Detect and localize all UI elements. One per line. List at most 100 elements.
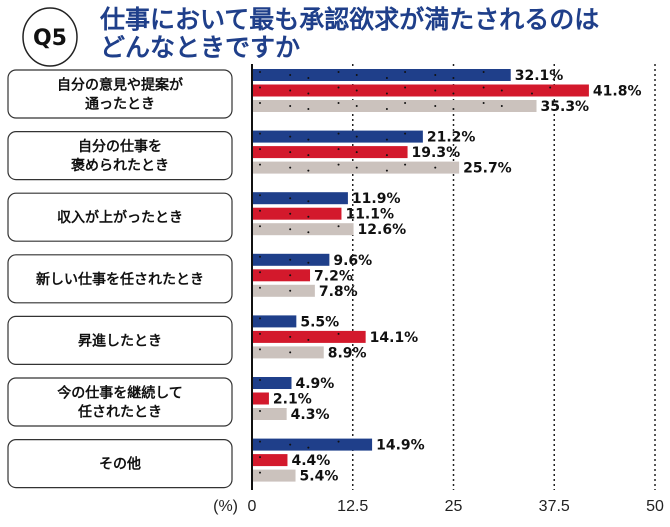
value-label: 7.8% [319,284,358,300]
bar [252,454,288,467]
category-label: 新しい仕事を任されたとき [7,254,233,304]
bar-texture-dot [337,132,340,135]
bar-texture-dot [549,86,552,89]
category-text: 褒められたとき [70,157,169,174]
bar [252,392,269,405]
x-axis-unit: (%) [213,498,238,515]
bar-texture-dot [259,456,261,459]
category-text: 任されたとき [77,404,162,421]
bar-texture-dot [259,163,261,166]
value-label: 41.8% [593,84,642,100]
value-label: 11.1% [345,207,394,223]
value-label: 4.3% [291,407,330,423]
value-label: 11.9% [352,191,401,207]
bar-texture-dot [482,102,485,104]
bar-texture-dot [259,332,261,335]
bar-texture-dot [289,89,292,92]
bar-texture-dot [434,166,437,169]
value-label: 12.6% [358,222,407,238]
bar-texture-dot [452,108,455,110]
category-text: 自分の仕事を [78,138,162,155]
bar-texture-dot [307,261,310,264]
bar-texture-dot [307,446,310,449]
category-box [7,439,233,489]
bar-texture-dot [385,108,388,110]
bar [252,377,292,389]
category-label: 収入が上がったとき [7,192,233,242]
bar-texture-dot [259,148,261,151]
bar-texture-dot [259,132,261,135]
bar-texture-dot [500,89,503,92]
bar-texture-dot [307,231,310,234]
bar-texture-dot [307,215,310,218]
bar-texture-dot [434,105,437,107]
value-label: 2.1% [273,392,312,408]
bar-texture-dot [289,289,292,292]
value-label: 19.3% [412,145,461,161]
bar [252,192,348,205]
bar-texture-dot [385,154,388,157]
bar-texture-dot [355,105,358,107]
bar-texture-dot [404,102,407,104]
bar-texture-dot [337,71,340,73]
category-text: 今の仕事を継続して [56,385,183,402]
bar-texture-dot [259,379,261,381]
bar-texture-dot [337,102,340,104]
bar-texture-dot [355,89,358,92]
category-box [7,377,233,427]
bar [252,408,287,420]
q5-badge: Q5 [22,7,78,67]
bar-texture-dot [307,169,310,172]
x-tick-label: 0 [248,498,257,515]
bar-texture-dot [482,71,485,73]
bar [252,207,342,220]
bar-texture-dot [482,86,485,89]
bar-texture-dot [307,200,310,203]
category-text: 通ったとき [85,97,155,113]
bar-texture-dot [289,74,292,76]
bar-texture-dot [307,108,310,110]
bar-texture-dot [404,163,407,166]
bar-texture-dot [452,92,455,95]
bar [252,69,511,81]
bar-texture-dot [259,225,261,228]
bar-texture-dot [434,89,437,92]
bar [252,84,589,97]
bar-texture-dot [307,154,310,157]
bar-texture-dot [385,77,388,79]
x-tick-label: 37.5 [539,498,570,515]
value-label: 14.1% [370,330,419,346]
value-label: 21.2% [427,130,476,146]
bar [252,146,408,159]
bar [252,223,354,236]
title-line-2: どんなときですか [100,33,300,62]
bar-texture-dot [385,92,388,95]
category-box [7,254,233,304]
value-label: 32.1% [515,68,564,84]
bar-texture-dot [259,209,261,212]
bar-texture-dot [259,317,261,320]
bar-texture-dot [289,166,292,169]
bar [252,346,324,359]
bar-texture-dot [404,132,407,135]
bar-texture-dot [530,92,533,95]
value-label: 5.5% [300,314,339,330]
bar [252,284,315,297]
bar-texture-dot [289,228,292,231]
bar-texture-dot [289,151,292,154]
value-label: 4.4% [291,453,330,469]
bar-texture-dot [289,212,292,215]
bar-texture-dot [259,410,261,412]
value-label: 35.3% [541,99,590,115]
bar-texture-dot [289,135,292,138]
bar-texture-dot [307,92,310,95]
bar [252,100,537,112]
x-tick-label: 12.5 [337,498,368,515]
x-tick-label: 25 [445,498,463,515]
category-label: 昇進したとき [7,315,233,365]
bar [252,315,297,328]
category-text: 新しい仕事を任されたとき [36,271,204,288]
category-text: 収入が上がったとき [57,209,183,226]
bar [252,469,296,482]
